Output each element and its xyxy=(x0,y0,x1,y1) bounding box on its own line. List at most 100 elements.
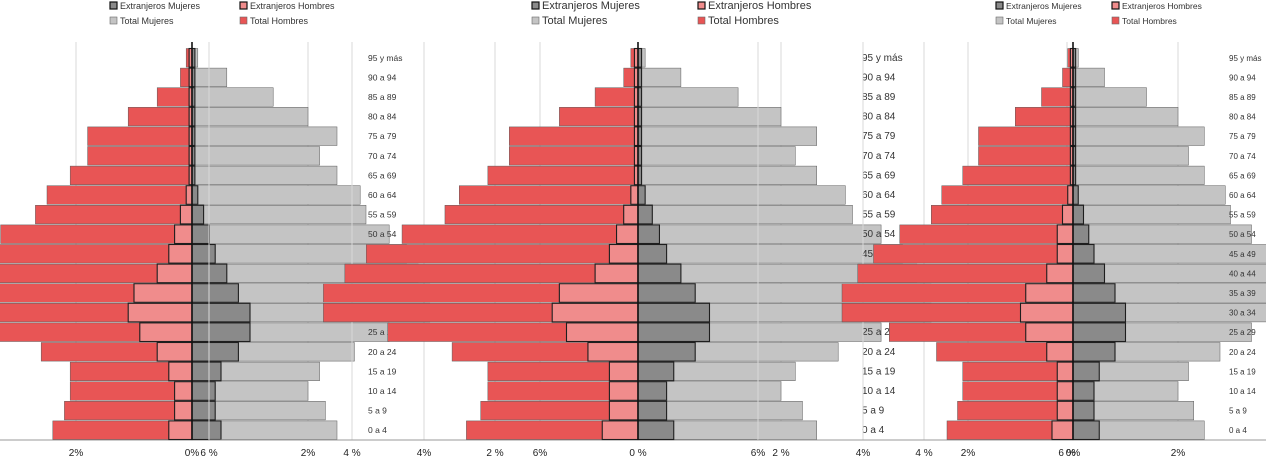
bar-total-hombres-70-a-74 xyxy=(509,146,639,166)
bar-total-mujeres-60-a-64 xyxy=(191,185,361,205)
bar-total-hombres-85-a-89 xyxy=(1041,87,1074,107)
legend-label-total-hombres: Total Hombres xyxy=(250,16,309,26)
bar-extranjeros-hombres-15-a-19 xyxy=(608,361,639,382)
bar-extranjeros-mujeres-20-a-24 xyxy=(191,341,239,362)
bar-total-hombres-75-a-79 xyxy=(509,126,639,146)
legend-label-total-hombres: Total Hombres xyxy=(708,15,779,27)
age-group-label: 90 a 94 xyxy=(1229,73,1256,82)
bar-extranjeros-mujeres-25-a-29 xyxy=(1072,322,1127,343)
age-group-label: 60 a 64 xyxy=(1229,191,1256,200)
bar-total-mujeres-80-a-84 xyxy=(637,107,782,127)
age-group-label: 35 a 39 xyxy=(1229,289,1256,298)
legend: Extranjeros Mujeres Extranjeros Hombres To… xyxy=(995,1,1202,26)
bar-extranjeros-hombres-45-a-49 xyxy=(608,243,639,264)
age-group-label: 10 a 14 xyxy=(1229,387,1256,396)
legend-label-extranjeros-hombres: Extranjeros Hombres xyxy=(1122,1,1202,11)
x-tick-label: 4% xyxy=(417,448,432,459)
bar-total-hombres-85-a-89 xyxy=(156,87,193,107)
bar-extranjeros-hombres-5-a-9 xyxy=(608,400,639,421)
age-group-label: 10 a 14 xyxy=(368,386,397,396)
age-group-label: 75 a 79 xyxy=(368,131,397,141)
bar-total-mujeres-50-a-54 xyxy=(191,224,390,244)
age-group-label: 70 a 74 xyxy=(368,151,397,161)
bar-extranjeros-mujeres-40-a-44 xyxy=(637,263,682,284)
bar-extranjeros-hombres-60-a-64 xyxy=(185,185,193,205)
age-group-label: 50 a 54 xyxy=(1229,230,1256,239)
bar-total-mujeres-60-a-64 xyxy=(637,185,846,205)
legend-swatch-total-mujeres xyxy=(995,16,1004,25)
bar-extranjeros-mujeres-30-a-34 xyxy=(637,302,711,323)
bar-extranjeros-hombres-20-a-24 xyxy=(1046,341,1074,362)
legend-label-total-mujeres: Total Mujeres xyxy=(120,16,174,26)
bar-total-hombres-60-a-64 xyxy=(941,185,1074,205)
x-tick-label: 2 % xyxy=(486,448,503,459)
bar-extranjeros-mujeres-25-a-29 xyxy=(191,322,251,343)
bar-total-hombres-55-a-59 xyxy=(931,205,1074,225)
bar-total-hombres-75-a-79 xyxy=(87,126,193,146)
bar-total-hombres-60-a-64 xyxy=(46,185,193,205)
x-tick-label: 0 % xyxy=(629,448,646,459)
bar-total-mujeres-55-a-59 xyxy=(1072,205,1231,225)
legend-swatch-total-hombres xyxy=(239,16,248,25)
age-group-label: 50 a 54 xyxy=(368,229,397,239)
bar-extranjeros-mujeres-5-a-9 xyxy=(1072,400,1095,421)
x-tick-label: 6 % xyxy=(200,448,217,459)
x-tick-label: 4% xyxy=(856,448,871,459)
bar-extranjeros-hombres-40-a-44 xyxy=(1046,263,1074,284)
bar-total-hombres-45-a-49 xyxy=(873,244,1074,264)
bar-total-hombres-5-a-9 xyxy=(64,401,193,421)
bar-total-hombres-55-a-59 xyxy=(444,205,639,225)
x-tick-label: 6% xyxy=(751,448,766,459)
bar-total-hombres-50-a-54 xyxy=(899,224,1074,244)
bar-extranjeros-hombres-5-a-9 xyxy=(174,400,193,421)
bar-extranjeros-mujeres-45-a-49 xyxy=(191,243,216,264)
bar-extranjeros-mujeres-40-a-44 xyxy=(1072,263,1106,284)
bar-extranjeros-mujeres-0-a-4 xyxy=(637,420,675,441)
legend: Extranjeros Mujeres Extranjeros Hombres To… xyxy=(531,0,812,27)
legend-swatch-extranjeros-mujeres xyxy=(109,1,118,10)
bar-extranjeros-mujeres-25-a-29 xyxy=(637,322,711,343)
bar-total-mujeres-55-a-59 xyxy=(191,205,367,225)
bar-total-hombres-70-a-74 xyxy=(978,146,1074,166)
x-tick-label: 2% xyxy=(961,448,976,459)
bar-total-mujeres-70-a-74 xyxy=(191,146,320,166)
age-group-label: 10 a 14 xyxy=(862,386,896,397)
legend-swatch-total-hombres xyxy=(697,16,706,25)
bar-extranjeros-hombres-20-a-24 xyxy=(587,341,639,362)
bar-extranjeros-mujeres-60-a-64 xyxy=(637,185,646,205)
bar-total-hombres-5-a-9 xyxy=(957,401,1074,421)
bar-extranjeros-mujeres-35-a-39 xyxy=(637,283,696,303)
bar-extranjeros-mujeres-55-a-59 xyxy=(637,204,653,225)
legend-swatch-total-mujeres xyxy=(531,16,540,25)
age-group-label: 90 a 94 xyxy=(862,72,896,83)
bar-extranjeros-mujeres-30-a-34 xyxy=(191,302,251,323)
legend: Extranjeros Mujeres Extranjeros Hombres To… xyxy=(109,1,335,26)
legend-label-total-mujeres: Total Mujeres xyxy=(542,15,608,27)
bar-extranjeros-mujeres-50-a-54 xyxy=(637,224,661,245)
legend-label-total-mujeres: Total Mujeres xyxy=(1006,16,1057,26)
x-tick-label: 4 % xyxy=(343,448,360,459)
bar-total-hombres-45-a-49 xyxy=(0,244,193,264)
bar-total-hombres-70-a-74 xyxy=(87,146,193,166)
legend-swatch-total-mujeres xyxy=(109,16,118,25)
age-group-label: 70 a 74 xyxy=(1229,152,1256,161)
bar-total-hombres-40-a-44 xyxy=(857,263,1074,283)
bar-extranjeros-mujeres-20-a-24 xyxy=(637,341,696,362)
legend-label-extranjeros-mujeres: Extranjeros Mujeres xyxy=(120,1,201,11)
age-group-label: 65 a 69 xyxy=(368,170,397,180)
bar-extranjeros-mujeres-0-a-4 xyxy=(1072,420,1100,441)
bar-extranjeros-mujeres-35-a-39 xyxy=(1072,283,1116,303)
bar-extranjeros-hombres-55-a-59 xyxy=(623,204,639,225)
age-group-label: 75 a 79 xyxy=(1229,132,1256,141)
x-tick-label: 4 % xyxy=(915,448,932,459)
bar-extranjeros-mujeres-5-a-9 xyxy=(637,400,668,421)
bar-extranjeros-hombres-10-a-14 xyxy=(174,381,193,401)
age-group-label: 50 a 54 xyxy=(862,229,896,240)
bar-extranjeros-hombres-10-a-14 xyxy=(608,381,639,401)
bar-total-mujeres-85-a-89 xyxy=(191,87,274,107)
age-group-label: 20 a 24 xyxy=(862,347,896,358)
bar-extranjeros-mujeres-20-a-24 xyxy=(1072,341,1116,362)
bar-extranjeros-hombres-35-a-39 xyxy=(1025,283,1074,303)
